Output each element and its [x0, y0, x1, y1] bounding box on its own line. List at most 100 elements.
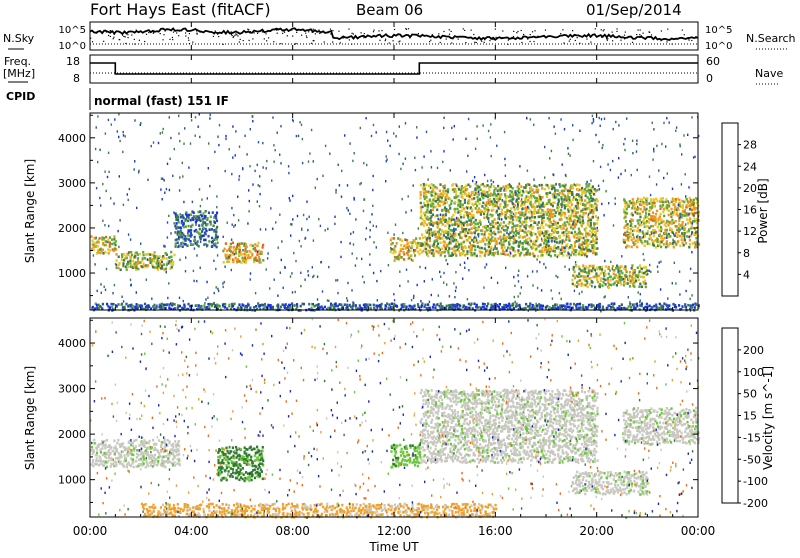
nsky-point [534, 30, 535, 31]
colorbar-tick-label: 28 [743, 139, 757, 152]
ytick-label: 3000 [58, 383, 86, 396]
nsky-point [562, 29, 563, 30]
nsky-point [134, 39, 135, 40]
power-heatmap [90, 113, 700, 312]
nsky-point [449, 29, 450, 30]
nsky-point [464, 30, 465, 31]
nsky-point [169, 39, 170, 40]
nsky-point [624, 35, 625, 36]
nsky-point [291, 29, 292, 30]
nsky-point [136, 30, 137, 31]
nsky-point [533, 41, 534, 42]
nsky-point [332, 30, 333, 31]
nsky-point [352, 33, 353, 34]
nsky-point [604, 29, 605, 30]
nsearch-tick-bottom: 10^0 [705, 41, 732, 52]
nsky-point [695, 36, 696, 37]
nsky-point [311, 43, 312, 44]
nsky-point [113, 37, 114, 38]
nsky-point [231, 34, 232, 35]
nave-tick-bottom: 0 [706, 72, 713, 85]
nsky-point [607, 40, 608, 41]
colorbar-tick-label: 4 [743, 268, 750, 281]
nsky-point [660, 40, 661, 41]
nsky-point [268, 37, 269, 38]
nsky-point [364, 33, 365, 34]
xtick-label: 16:00 [478, 524, 513, 538]
nsky-point [461, 36, 462, 37]
nsky-point [242, 32, 243, 33]
nsky-point [173, 32, 174, 33]
colorbar-tick-label: 20 [743, 182, 757, 195]
freq-tick-top: 18 [66, 55, 80, 68]
nsky-point [458, 39, 459, 40]
nsky-point [276, 30, 277, 31]
nsky-point [188, 37, 189, 38]
nsky-point [643, 33, 644, 34]
nsky-point [385, 40, 386, 41]
nsky-point [481, 41, 482, 42]
nsky-point [178, 35, 179, 36]
nsky-point [409, 37, 410, 38]
nsky-point [398, 41, 399, 42]
colorbar-tick-label: -100 [743, 475, 768, 488]
nsky-point [139, 40, 140, 41]
cpid-label: CPID [6, 90, 35, 103]
nsearch-label: N.Search [746, 32, 796, 45]
colorbar-frame [722, 123, 738, 296]
nsky-point [521, 42, 522, 43]
nsky-point [389, 42, 390, 43]
nsky-point [308, 31, 309, 32]
nsky-point [196, 30, 197, 31]
colorbar-tick-label: 15 [743, 410, 757, 423]
nsky-point [641, 35, 642, 36]
nsky-point [280, 43, 281, 44]
nsky-point [249, 40, 250, 41]
nsky-point [250, 32, 251, 33]
nsky-point [484, 39, 485, 40]
nsky-point [430, 40, 431, 41]
nsky-point [661, 30, 662, 31]
nsky-point [612, 40, 613, 41]
nsky-point [563, 42, 564, 43]
ytick-label: 2000 [58, 428, 86, 441]
nsky-point [105, 30, 106, 31]
xtick-label: 08:00 [275, 524, 310, 538]
nsky-point [418, 33, 419, 34]
nsky-point [373, 30, 374, 31]
nsky-point [103, 41, 104, 42]
nsky-point [264, 38, 265, 39]
nsky-point [495, 29, 496, 30]
nsky-point [312, 32, 313, 33]
nsky-tick-bottom: 10^0 [59, 41, 86, 52]
nsky-point [332, 42, 333, 43]
nsky-point [172, 37, 173, 38]
nsky-point [379, 40, 380, 41]
nsky-point [537, 36, 538, 37]
velocity-colorbar-label: Velocity [m s^-1] [761, 366, 775, 470]
colorbar-tick-label: 50 [743, 388, 757, 401]
nsky-point [240, 39, 241, 40]
nsky-point [213, 36, 214, 37]
nsky-point [373, 31, 374, 32]
nsky-point [381, 30, 382, 31]
freq-line [90, 63, 698, 74]
nsky-point [654, 38, 655, 39]
beam-title: Beam 06 [356, 1, 423, 19]
nsky-point [363, 37, 364, 38]
nsky-point [277, 33, 278, 34]
freq-label-line2: [MHz] [3, 67, 35, 80]
nsky-point [617, 28, 618, 29]
nsky-point [110, 30, 111, 31]
nsky-point [217, 34, 218, 35]
nsky-point [292, 36, 293, 37]
nsky-point [104, 30, 105, 31]
nsky-point [131, 34, 132, 35]
nsky-point [106, 31, 107, 32]
xtick-label: 00:00 [681, 524, 716, 538]
nsky-point [429, 41, 430, 42]
power-echo-region [571, 264, 648, 289]
nsky-point [471, 30, 472, 31]
colorbar-tick-label: -200 [743, 497, 768, 510]
